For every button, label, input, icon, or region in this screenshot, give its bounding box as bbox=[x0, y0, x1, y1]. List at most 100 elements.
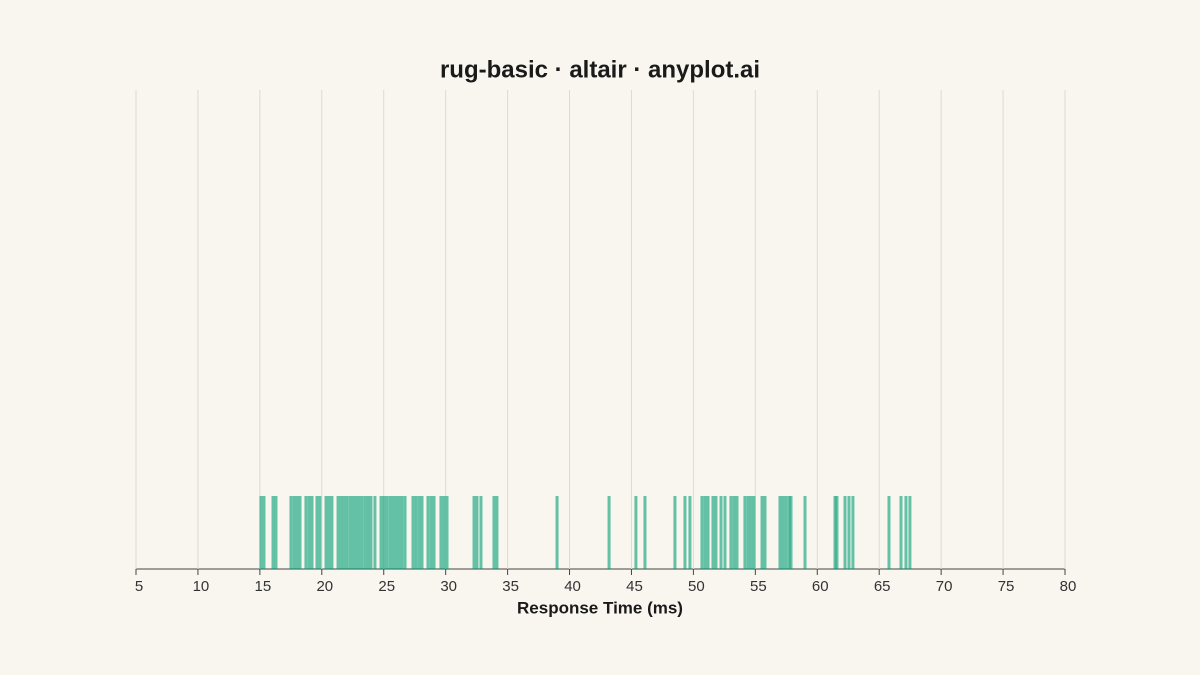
rug-mark bbox=[397, 496, 401, 569]
x-tick-label: 75 bbox=[998, 578, 1015, 595]
x-tick-label: 35 bbox=[502, 578, 519, 595]
rug-mark bbox=[899, 496, 903, 569]
rug-mark bbox=[348, 496, 352, 569]
rug-mark bbox=[354, 496, 358, 569]
rug-mark bbox=[723, 496, 727, 569]
rug-mark bbox=[411, 496, 415, 569]
rug-mark bbox=[781, 496, 785, 569]
x-tick-label: 5 bbox=[135, 578, 143, 595]
rug-mark bbox=[426, 496, 430, 569]
rug-mark bbox=[607, 496, 611, 569]
rug-mark bbox=[700, 496, 704, 569]
rug-mark bbox=[298, 496, 302, 569]
rug-mark bbox=[492, 496, 496, 569]
rug-mark bbox=[847, 496, 851, 569]
rug-mark bbox=[746, 496, 750, 569]
x-tick-label: 55 bbox=[750, 578, 767, 595]
rug-mark bbox=[439, 496, 443, 569]
rug-mark bbox=[363, 496, 367, 569]
rug-mark bbox=[385, 496, 389, 569]
rug-mark bbox=[495, 496, 499, 569]
x-tick-label: 10 bbox=[193, 578, 210, 595]
rug-mark bbox=[472, 496, 476, 569]
rug-mark bbox=[292, 496, 296, 569]
rug-mark bbox=[749, 496, 753, 569]
rug-mark bbox=[336, 496, 340, 569]
rug-mark bbox=[778, 496, 782, 569]
rug-mark bbox=[388, 496, 392, 569]
rug-mark bbox=[414, 496, 418, 569]
rug-mark bbox=[400, 496, 404, 569]
rug-mark bbox=[417, 496, 421, 569]
rug-mark bbox=[307, 496, 311, 569]
rug-mark bbox=[555, 496, 559, 569]
rug-mark bbox=[274, 496, 278, 569]
rug-mark bbox=[714, 496, 718, 569]
rug-mark bbox=[295, 496, 299, 569]
rug-mark bbox=[345, 496, 349, 569]
rug-mark bbox=[310, 496, 314, 569]
rug-mark bbox=[429, 496, 433, 569]
x-tick-label: 50 bbox=[688, 578, 705, 595]
rug-mark bbox=[732, 496, 736, 569]
x-tick-label: 65 bbox=[874, 578, 891, 595]
rug-mark bbox=[787, 496, 791, 569]
rug-mark bbox=[803, 496, 807, 569]
rug-mark bbox=[357, 496, 361, 569]
rug-mark bbox=[330, 496, 334, 569]
rug-mark bbox=[763, 496, 767, 569]
x-tick-label: 25 bbox=[378, 578, 395, 595]
rug-mark bbox=[634, 496, 638, 569]
chart-title: rug-basic · altair · anyplot.ai bbox=[440, 56, 760, 83]
rug-mark bbox=[729, 496, 733, 569]
rug-mark bbox=[315, 496, 319, 569]
rug-mark bbox=[908, 496, 912, 569]
rug-mark bbox=[706, 496, 710, 569]
rug-mark bbox=[432, 496, 436, 569]
rug-mark bbox=[683, 496, 687, 569]
rug-mark bbox=[688, 496, 692, 569]
rug-mark bbox=[366, 496, 370, 569]
x-axis-title: Response Time (ms) bbox=[517, 598, 683, 617]
rug-mark bbox=[394, 496, 398, 569]
rug-mark bbox=[304, 496, 308, 569]
x-tick-label: 45 bbox=[626, 578, 643, 595]
rug-mark bbox=[752, 496, 756, 569]
rug-mark bbox=[833, 496, 837, 569]
rug-mark bbox=[735, 496, 739, 569]
rug-mark bbox=[318, 496, 322, 569]
rug-mark bbox=[379, 496, 383, 569]
rug-mark bbox=[327, 496, 331, 569]
rug-mark bbox=[843, 496, 847, 569]
rug-mark bbox=[703, 496, 707, 569]
x-tick-label: 40 bbox=[564, 578, 581, 595]
rug-mark bbox=[382, 496, 386, 569]
x-tick-label: 30 bbox=[440, 578, 457, 595]
rug-mark bbox=[289, 496, 293, 569]
rug-mark bbox=[479, 496, 483, 569]
rug-mark bbox=[262, 496, 266, 569]
x-tick-label: 60 bbox=[812, 578, 829, 595]
rug-mark bbox=[259, 496, 263, 569]
rug-mark bbox=[360, 496, 364, 569]
x-tick-label: 20 bbox=[316, 578, 333, 595]
rug-mark bbox=[851, 496, 855, 569]
rug-mark bbox=[475, 496, 479, 569]
rug-mark bbox=[324, 496, 328, 569]
rug-mark bbox=[711, 496, 715, 569]
rug-mark bbox=[391, 496, 395, 569]
x-tick-label: 80 bbox=[1060, 578, 1077, 595]
rug-mark bbox=[271, 496, 275, 569]
rug-mark bbox=[442, 496, 446, 569]
x-tick-label: 15 bbox=[255, 578, 272, 595]
rug-mark bbox=[760, 496, 764, 569]
rug-mark bbox=[784, 496, 788, 569]
rug-mark bbox=[887, 496, 891, 569]
rug-mark bbox=[743, 496, 747, 569]
x-tick-label: 70 bbox=[936, 578, 953, 595]
rug-mark bbox=[403, 496, 407, 569]
rug-mark bbox=[339, 496, 343, 569]
rug-mark bbox=[373, 496, 377, 569]
rug-mark bbox=[835, 496, 839, 569]
